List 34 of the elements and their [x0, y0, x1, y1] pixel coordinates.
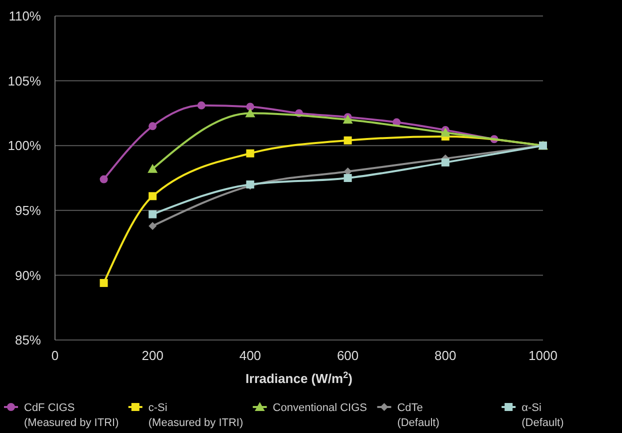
legend-label: Conventional CIGS — [272, 402, 367, 414]
x-tick-label: 600 — [336, 348, 359, 363]
point — [246, 149, 254, 158]
x-tick-label: 200 — [142, 348, 164, 363]
x-tick-label: 1000 — [528, 348, 558, 363]
point — [440, 128, 450, 137]
point — [245, 108, 256, 118]
point — [148, 122, 157, 130]
point — [148, 222, 157, 230]
x-tick-label: 0 — [51, 348, 59, 363]
x-tick-label: 400 — [239, 348, 262, 363]
point — [148, 192, 157, 200]
legend-label: c-Si (Measured by ITRI) — [148, 402, 244, 429]
point — [342, 114, 353, 124]
y-tick-label: 100% — [8, 138, 42, 154]
point — [441, 158, 450, 166]
y-tick-label: 85% — [14, 332, 42, 348]
legend-label: α-Si (Default) — [522, 402, 564, 429]
point — [100, 278, 108, 287]
y-tick-label: 95% — [14, 202, 42, 218]
point — [246, 102, 254, 111]
point — [344, 136, 352, 144]
legend-label: CdF CIGS (Measured by ITRI) — [24, 402, 119, 429]
point — [197, 101, 206, 110]
x-tick-label: 800 — [434, 348, 456, 363]
x-axis-title: Irradiance (W/m$^{2}$) — [246, 370, 352, 386]
point — [148, 164, 158, 173]
point — [148, 210, 157, 218]
legend-label: CdTe (Default) — [397, 402, 440, 429]
point — [344, 174, 352, 182]
point — [100, 175, 108, 184]
y-tick-label: 105% — [8, 73, 42, 88]
y-tick-label: 110% — [8, 8, 42, 24]
y-tick-label: 90% — [14, 268, 42, 283]
